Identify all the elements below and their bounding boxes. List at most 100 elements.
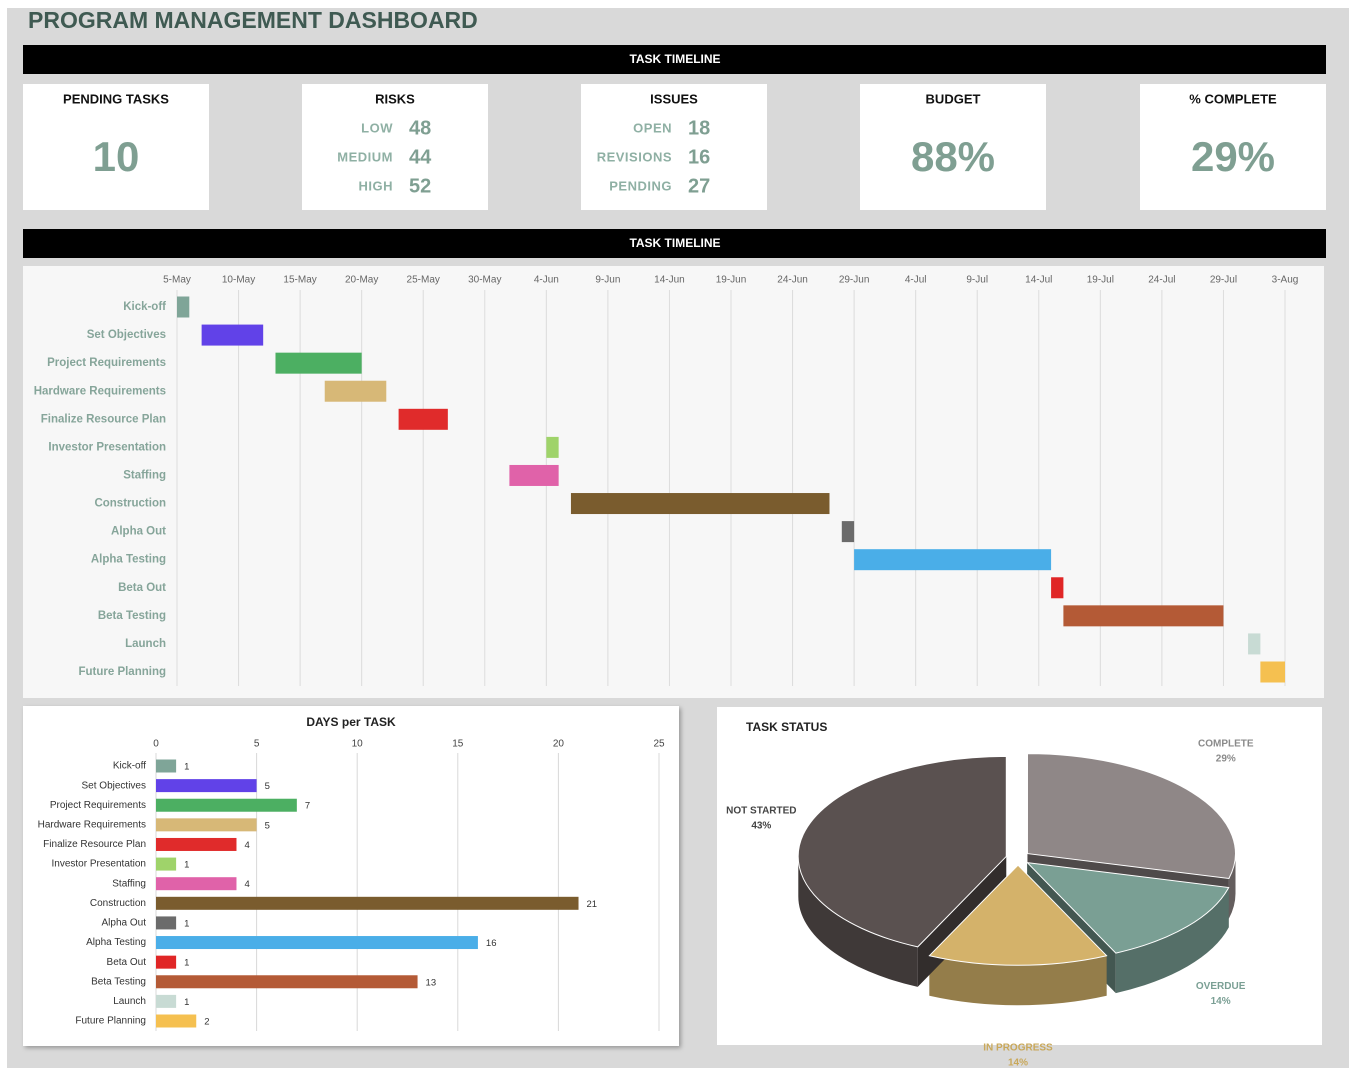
x-tick-label: 4-Jul <box>905 275 927 286</box>
bar <box>156 818 257 832</box>
x-tick-label: 10-May <box>222 275 255 286</box>
task-label: Project Requirements <box>47 357 166 369</box>
category-label: Beta Out <box>107 957 147 968</box>
kpi-item-label: HIGH <box>359 178 394 193</box>
slice-value-label: 43% <box>751 821 771 832</box>
kpi-label: % COMPLETE <box>1189 91 1277 106</box>
slice <box>797 755 1007 948</box>
task-label: Investor Presentation <box>48 441 166 453</box>
x-tick-label: 0 <box>153 739 159 750</box>
kpi-item-value: 44 <box>409 146 432 168</box>
category-label: Finalize Resource Plan <box>43 839 146 850</box>
x-tick-label: 10 <box>352 739 364 750</box>
x-tick-label: 29-Jun <box>839 275 870 286</box>
kpi-card <box>1140 84 1326 210</box>
gantt-bar <box>509 464 559 486</box>
header-bar <box>23 45 1326 74</box>
value-label: 2 <box>204 1017 209 1028</box>
slice <box>1025 861 1230 954</box>
bar <box>156 837 237 851</box>
header-text: TASK TIMELINE <box>629 52 720 66</box>
category-label: Hardware Requirements <box>38 819 146 830</box>
kpi-card <box>581 84 767 210</box>
value-label: 1 <box>184 958 189 969</box>
slice-value-label: 14% <box>1211 996 1231 1007</box>
slice-side <box>1115 887 1229 994</box>
category-label: Set Objectives <box>82 780 146 791</box>
category-label: Alpha Out <box>102 918 147 929</box>
task-label: Launch <box>125 638 166 650</box>
slice-label: OVERDUE <box>1196 981 1246 992</box>
x-tick-label: 29-Jul <box>1210 275 1237 286</box>
kpi-item-label: REVISIONS <box>597 149 672 164</box>
category-label: Future Planning <box>75 1016 146 1027</box>
kpi-label: RISKS <box>375 91 415 106</box>
kpi-item-value: 27 <box>688 175 710 197</box>
kpi-item-value: 52 <box>409 175 431 197</box>
gantt-bar <box>275 352 362 374</box>
kpi-item-label: LOW <box>361 120 393 135</box>
task-label: Future Planning <box>78 666 166 678</box>
task-label: Hardware Requirements <box>34 385 166 397</box>
value-label: 5 <box>265 820 270 831</box>
gantt-bar <box>1051 577 1064 599</box>
category-label: Kick-off <box>113 761 146 772</box>
value-label: 1 <box>184 860 189 871</box>
gantt-bar <box>841 521 855 543</box>
x-tick-label: 24-Jun <box>777 275 808 286</box>
bar <box>156 877 237 891</box>
kpi-label: ISSUES <box>650 91 698 106</box>
x-tick-label: 30-May <box>468 275 501 286</box>
bar <box>156 1014 197 1028</box>
x-tick-label: 5 <box>254 739 260 750</box>
kpi-value: 29% <box>1191 133 1275 180</box>
x-tick-label: 20 <box>553 739 565 750</box>
bar <box>156 916 177 930</box>
category-label: Construction <box>90 898 146 909</box>
kpi-item-value: 18 <box>688 117 710 139</box>
x-tick-label: 9-Jul <box>966 275 988 286</box>
category-label: Project Requirements <box>50 800 146 811</box>
bar <box>156 798 297 812</box>
x-tick-label: 15 <box>452 739 464 750</box>
value-label: 5 <box>265 781 270 792</box>
kpi-card <box>860 84 1046 210</box>
x-tick-label: 3-Aug <box>1272 275 1299 286</box>
header-text: TASK TIMELINE <box>629 236 720 250</box>
value-label: 1 <box>184 918 189 929</box>
gantt-bar <box>1260 661 1285 683</box>
category-label: Staffing <box>112 878 146 889</box>
category-label: Launch <box>113 996 146 1007</box>
x-tick-label: 25-May <box>407 275 440 286</box>
bar <box>156 759 177 773</box>
value-label: 21 <box>587 899 598 910</box>
header-bar <box>23 229 1326 258</box>
task-label: Set Objectives <box>87 329 166 341</box>
slice-side <box>929 955 1107 1006</box>
slice-value-label: 14% <box>1008 1058 1028 1069</box>
x-tick-label: 25 <box>653 739 665 750</box>
kpi-value: 10 <box>93 133 140 180</box>
gantt-bar <box>1063 605 1224 627</box>
task-label: Finalize Resource Plan <box>41 413 166 425</box>
value-label: 4 <box>244 879 249 890</box>
category-label: Investor Presentation <box>52 859 147 870</box>
x-tick-label: 15-May <box>283 275 316 286</box>
task-label: Beta Testing <box>98 610 166 622</box>
bar <box>156 936 478 950</box>
gantt-bar <box>201 324 264 346</box>
gantt-bar <box>324 380 387 402</box>
bar-title: DAYS per TASK <box>306 715 396 729</box>
value-label: 1 <box>184 997 189 1008</box>
value-label: 16 <box>486 938 497 949</box>
bar <box>156 896 579 910</box>
bar <box>156 994 177 1008</box>
category-label: Alpha Testing <box>86 937 146 948</box>
value-label: 4 <box>244 840 249 851</box>
slice-side <box>1228 853 1236 919</box>
x-tick-label: 24-Jul <box>1148 275 1175 286</box>
gantt-bar <box>1248 633 1261 655</box>
task-label: Kick-off <box>123 301 166 313</box>
